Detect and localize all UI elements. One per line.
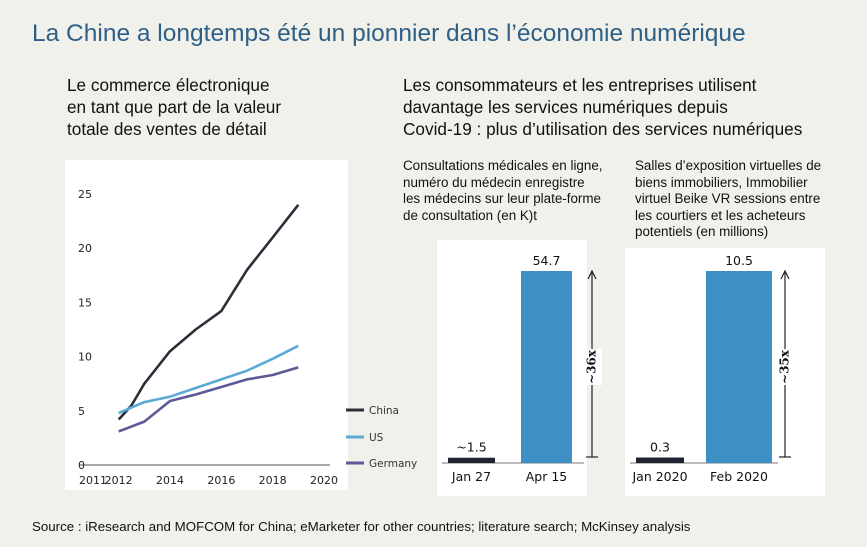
bar-category-label: Jan 27 — [451, 469, 491, 484]
x-tick-label: 2011 — [79, 474, 107, 487]
caption-line: Salles d’exposition virtuelles de — [635, 158, 822, 173]
multiplier-arrow-head — [780, 269, 790, 280]
x-tick-label: 2016 — [207, 474, 235, 487]
y-tick-label: 10 — [78, 351, 92, 364]
x-tick-label: 2014 — [156, 474, 184, 487]
left-heading-line: totale des ventes de détail — [67, 119, 267, 139]
caption-line: de consultation (en K)t — [403, 207, 537, 223]
bar-category-label: Jan 2020 — [631, 469, 687, 484]
series-line-us — [118, 344, 299, 415]
bar-jan-27 — [448, 457, 495, 463]
bar-feb-2020 — [706, 271, 772, 463]
page-title: La Chine a longtemps été un pionnier dan… — [32, 20, 746, 47]
bar-value-label: 54.7 — [533, 253, 561, 268]
ecommerce-chart-background — [65, 160, 348, 490]
series-line-china — [117, 203, 300, 421]
source-note: Source : iResearch and MOFCOM for China;… — [32, 519, 691, 534]
right-heading-line: davantage les services numériques depuis — [403, 97, 728, 117]
caption-line: biens immobiliers, Immobilier — [635, 174, 808, 190]
right-heading-line: Les consommateurs et les entreprises uti… — [403, 75, 757, 95]
caption-line: les médecins sur leur plate-forme — [403, 191, 601, 206]
multiplier-arrow-head — [587, 269, 597, 280]
y-tick-label: 5 — [78, 405, 85, 418]
bar-category-label: Feb 2020 — [710, 469, 768, 484]
y-tick-label: 15 — [78, 296, 92, 309]
legend-label-china: China — [369, 405, 399, 417]
legend-label-us: US — [369, 432, 384, 444]
bar-value-label: ~1.5 — [456, 440, 486, 455]
y-tick-label: 25 — [78, 188, 92, 201]
caption-line: les courtiers et les acheteurs — [635, 207, 806, 223]
caption-line: numéro du médecin enregistre — [403, 174, 585, 190]
left-heading-line: Le commerce électronique — [67, 75, 270, 95]
left-chart-heading: Le commerce électronique en tant que par… — [67, 74, 281, 140]
bar-value-label: 0.3 — [650, 440, 670, 455]
legend-label-germany: Germany — [369, 458, 417, 470]
multiplier-label: ~36x — [585, 349, 599, 384]
caption-line: potentiels (en millions) — [635, 224, 769, 239]
caption-line: Consultations médicales en ligne, — [403, 158, 603, 173]
caption-line: virtuel Beike VR sessions entre — [635, 191, 821, 206]
x-tick-label: 2020 — [310, 474, 338, 487]
x-tick-label: 2018 — [259, 474, 287, 487]
y-tick-label: 20 — [78, 242, 92, 255]
right-charts-heading: Les consommateurs et les entreprises uti… — [403, 74, 802, 140]
medical-panel-caption: Consultations médicales en ligne, numéro… — [403, 158, 603, 224]
multiplier-label: ~35x — [778, 349, 792, 384]
x-tick-label: 2012 — [105, 474, 133, 487]
right-heading-line: Covid-19 : plus d’utilisation des servic… — [403, 119, 803, 139]
series-line-germany — [118, 366, 299, 433]
realestate-panel-caption: Salles d’exposition virtuelles de biens … — [635, 158, 821, 241]
multiplier-label-bg — [775, 349, 795, 385]
bar-apr-15 — [521, 271, 572, 463]
multiplier-label-bg — [582, 349, 602, 385]
bar-category-label: Apr 15 — [526, 469, 568, 484]
y-tick-label: 0 — [78, 459, 85, 472]
bar-jan-2020 — [636, 457, 684, 463]
bar-value-label: 10.5 — [725, 253, 753, 268]
left-heading-line: en tant que part de la valeur — [67, 97, 282, 117]
